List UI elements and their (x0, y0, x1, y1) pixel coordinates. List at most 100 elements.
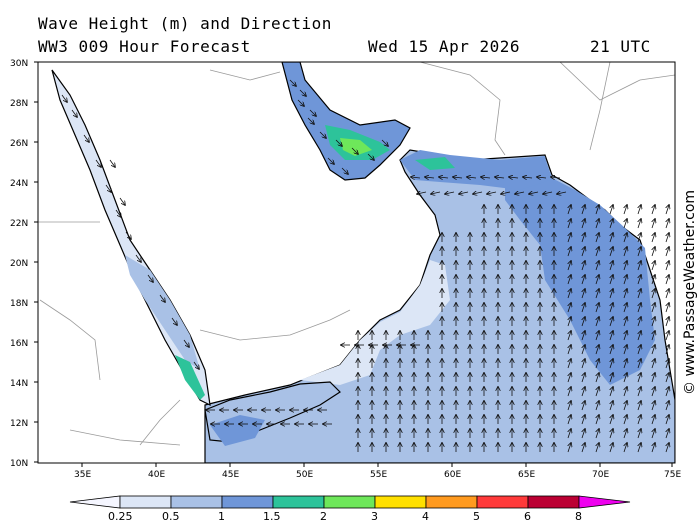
wave-band-light (300, 260, 450, 385)
wave-arrow (568, 205, 571, 215)
wave-arrow (147, 274, 153, 282)
wave-arrow (624, 359, 627, 369)
wave-direction-arrows (61, 79, 669, 453)
wave-arrow (638, 205, 641, 215)
wave-arrow (459, 192, 469, 194)
wave-arrow (411, 177, 421, 178)
wave-arrow (610, 373, 613, 383)
wave-arrow (582, 233, 585, 243)
wave-arrow (596, 415, 599, 425)
lat-label: 20N (10, 259, 28, 269)
wave-arrow (624, 275, 627, 285)
wave-arrow (610, 429, 613, 439)
wave-arrow (119, 197, 125, 205)
wave-arrow (596, 317, 599, 327)
wave-arrow (487, 192, 497, 194)
wave-arrow (624, 345, 627, 355)
lon-label: 60E (444, 470, 461, 480)
wave-arrow (666, 373, 669, 383)
wave-arrow (596, 205, 599, 215)
wave-arrow (568, 373, 571, 383)
wave-arrow (624, 233, 627, 243)
wave-arrow (652, 359, 655, 369)
wave-arrow (568, 261, 571, 271)
wave-arrow (596, 247, 599, 257)
wave-arrow (568, 359, 571, 369)
wave-arrow (596, 261, 599, 271)
wave-arrow (582, 331, 585, 341)
lon-label: 75E (664, 470, 681, 480)
colorbar-label: 8 (575, 510, 582, 523)
wave-arrow (568, 247, 571, 257)
wave-arrow (624, 317, 627, 327)
colorbar-label: 4 (422, 510, 429, 523)
wave-band-1-1p5 (505, 158, 655, 385)
wave-arrow (381, 139, 388, 146)
wave-arrow (495, 177, 505, 178)
wave-arrow (568, 219, 571, 229)
wave-arrow (666, 275, 669, 285)
wave-arrow (596, 401, 599, 411)
wave-arrow (638, 303, 641, 313)
wave-arrow (652, 415, 655, 425)
lon-label: 55E (370, 470, 387, 480)
forecast-time: 21 UTC (590, 37, 651, 56)
wave-arrow (183, 339, 189, 347)
wave-arrow (652, 401, 655, 411)
country-borders (38, 62, 675, 446)
wave-arrow (638, 289, 641, 299)
lon-label: 35E (74, 470, 91, 480)
colorbar-label: 1 (218, 510, 225, 523)
wave-arrow (610, 331, 613, 341)
wave-arrow (582, 261, 585, 271)
wave-arrow (297, 99, 304, 106)
forecast-date: Wed 15 Apr 2026 (368, 37, 520, 56)
wave-arrow (638, 415, 641, 425)
wave-arrow (568, 289, 571, 299)
wave-arrow (582, 345, 585, 355)
red-sea-green (175, 355, 205, 400)
wave-arrow (171, 317, 177, 325)
wave-arrow (125, 231, 131, 239)
colorbar-cell (272, 495, 325, 509)
wave-arrow (666, 331, 669, 341)
wave-arrow (367, 153, 374, 160)
wave-arrow (610, 219, 613, 229)
credit-text: © www.PassageWeather.com (682, 190, 698, 395)
wave-arrow (610, 275, 613, 285)
wave-arrow (568, 233, 571, 243)
wave-arrow (666, 429, 669, 439)
colorbar-cell (425, 495, 478, 509)
colorbar-cell (476, 495, 529, 509)
wave-arrow (105, 184, 111, 192)
wave-arrow (624, 373, 627, 383)
wave-arrow (582, 219, 585, 229)
wave-arrow (529, 192, 539, 194)
wave-arrow (652, 331, 655, 341)
wave-arrow (624, 415, 627, 425)
wave-arrow (666, 247, 669, 257)
lat-label: 14N (10, 379, 28, 389)
lat-label: 12N (10, 419, 28, 429)
wave-arrow (666, 205, 669, 215)
wave-arrow (596, 331, 599, 341)
wave-arrow (624, 303, 627, 313)
wave-arrow (610, 261, 613, 271)
wave-arrow (582, 429, 585, 439)
wave-arrow (445, 192, 455, 194)
wave-arrow (327, 157, 334, 164)
wave-arrow (652, 443, 655, 453)
wave-arrow (515, 192, 525, 194)
wave-arrow (638, 443, 641, 453)
wave-arrow (666, 443, 669, 453)
wave-arrow (193, 361, 199, 369)
wave-arrow (568, 429, 571, 439)
wave-arrow (624, 219, 627, 229)
wave-arrow (652, 233, 655, 243)
colorbar-label: 1.5 (263, 510, 281, 523)
wave-arrow (568, 331, 571, 341)
wave-arrow (638, 387, 641, 397)
wave-arrow (610, 233, 613, 243)
wave-arrow (159, 294, 165, 302)
